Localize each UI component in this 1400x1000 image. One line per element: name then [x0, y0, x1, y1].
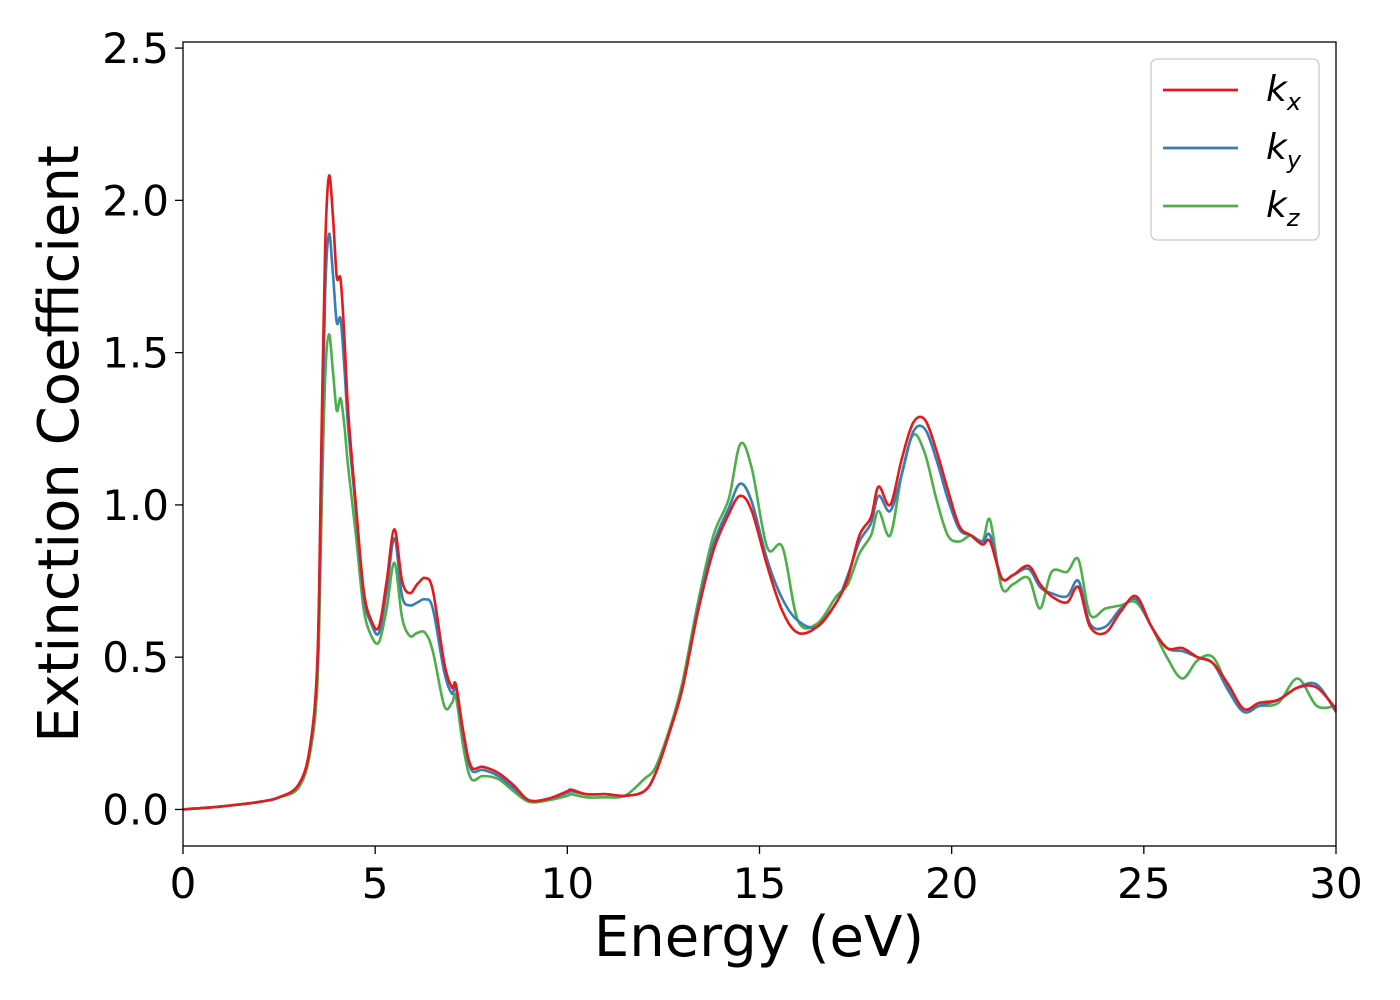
- x-tick-label: 30: [1309, 859, 1362, 908]
- y-tick-label: 1.0: [102, 481, 169, 530]
- x-axis-title: Energy (eV): [594, 905, 924, 970]
- series-line-x: [182, 174, 1337, 811]
- y-tick-label: 2.0: [102, 176, 169, 225]
- x-tick-label: 20: [925, 859, 978, 908]
- x-tick-label: 0: [170, 859, 197, 908]
- plot-area: [183, 42, 1336, 846]
- x-tick-label: 5: [362, 859, 389, 908]
- y-axis: 0.0 0.5 1.0 1.5 2.0 2.5: [102, 24, 183, 834]
- x-tick-label: 10: [541, 859, 594, 908]
- y-tick-label: 0.0: [102, 785, 169, 834]
- y-axis-title: Extinction Coefficient: [27, 145, 92, 743]
- legend-label-x: kx: [1266, 69, 1302, 116]
- y-tick-label: 1.5: [102, 329, 169, 378]
- x-axis: 0 5 10 15 20 25 30: [170, 846, 1363, 908]
- legend-box: [1150, 58, 1320, 241]
- legend: kx ky kz: [1150, 58, 1320, 241]
- x-tick-label: 25: [1117, 859, 1170, 908]
- series-layer: [182, 174, 1338, 811]
- legend-label-y: ky: [1266, 127, 1302, 174]
- x-tick-label: 15: [733, 859, 786, 908]
- legend-label-z: kz: [1266, 185, 1301, 232]
- y-tick-label: 2.5: [102, 24, 169, 73]
- y-tick-label: 0.5: [102, 633, 169, 682]
